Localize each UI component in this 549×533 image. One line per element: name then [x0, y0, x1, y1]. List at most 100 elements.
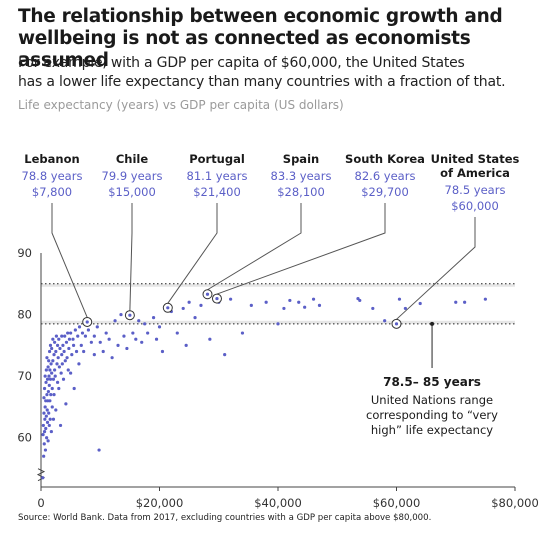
range-leader-dot [430, 321, 435, 326]
data-point [54, 408, 58, 412]
data-point [403, 306, 407, 311]
data-point [48, 417, 52, 421]
range-annotation: 78.5– 85 years United Nations range corr… [366, 321, 498, 437]
data-point [160, 349, 165, 354]
data-point [57, 337, 61, 341]
data-point [66, 368, 70, 372]
data-point [134, 337, 138, 341]
data-point [303, 305, 307, 309]
data-point [49, 429, 53, 434]
data-point [51, 377, 56, 381]
data-point [71, 337, 75, 341]
gdp-label: $21,400 [193, 185, 241, 199]
data-point [43, 448, 48, 452]
axis-title: Life expectancy (years) vs GDP per capit… [18, 98, 344, 112]
highlight-point [205, 292, 210, 296]
data-point [110, 356, 114, 360]
life-expectancy-label: 83.3 years [271, 169, 332, 183]
data-point [58, 346, 62, 351]
data-point [57, 386, 61, 391]
data-point [80, 331, 85, 335]
data-point [62, 349, 66, 354]
data-point [67, 346, 71, 351]
data-point [463, 300, 467, 304]
data-point [54, 349, 58, 354]
data-point [42, 429, 47, 434]
data-point [69, 331, 73, 335]
data-point [187, 300, 191, 304]
data-point [42, 454, 46, 458]
data-point [41, 423, 45, 428]
country-name: Chile [116, 152, 149, 166]
data-point [41, 433, 45, 437]
data-point [58, 423, 63, 428]
data-point [44, 426, 48, 431]
data-point [67, 337, 72, 341]
data-point [48, 377, 53, 381]
data-point [42, 396, 46, 400]
data-point [249, 303, 253, 307]
data-point [229, 297, 233, 301]
data-point [89, 340, 93, 344]
data-point [51, 337, 55, 341]
data-point [454, 300, 458, 304]
leader-line [167, 203, 218, 304]
y-tick-label: 90 [17, 246, 32, 260]
leader-line [207, 203, 302, 291]
range-line-3: high” life expectancy [371, 423, 493, 437]
data-point [46, 439, 50, 443]
y-tick-label: 80 [17, 308, 32, 322]
data-point [73, 328, 77, 332]
data-point [41, 476, 45, 480]
data-point [184, 343, 188, 347]
data-point [92, 353, 96, 357]
data-point [60, 334, 64, 338]
data-point [50, 371, 54, 375]
data-point [47, 383, 51, 387]
title-line-1: The relationship between economic growth… [18, 6, 503, 27]
data-point [317, 303, 322, 307]
data-point [86, 328, 90, 332]
leader-line [396, 217, 476, 320]
data-point [48, 399, 52, 403]
data-point [125, 346, 129, 351]
data-point [45, 377, 50, 381]
data-point [137, 319, 141, 323]
data-points [41, 289, 487, 480]
life-expectancy-label: 79.9 years [102, 169, 163, 183]
data-point [151, 316, 156, 320]
data-point [82, 349, 86, 354]
data-point [199, 303, 203, 307]
subtitle-line-2: has a lower life expectancy than many co… [18, 74, 506, 90]
chart-title: The relationship between economic growth… [18, 6, 538, 72]
data-point [358, 298, 362, 303]
x-tick-label: $60,000 [373, 496, 421, 510]
data-point [52, 393, 56, 397]
country-name: Lebanon [24, 152, 79, 166]
axes: 0 $20,000 $40,000 $60,000 $80,000 60 70 80 90 [17, 246, 538, 510]
gdp-label: $7,800 [32, 185, 72, 199]
data-point [46, 389, 51, 394]
data-point [55, 343, 60, 347]
range-line-2: corresponding to “very [366, 408, 498, 422]
data-point [45, 356, 49, 360]
data-point [175, 331, 179, 335]
data-point [288, 298, 292, 303]
gdp-label: $15,000 [108, 185, 156, 199]
gdp-label: $29,700 [361, 185, 409, 199]
highlight-point [85, 320, 89, 324]
y-tick-label: 70 [17, 369, 32, 383]
subtitle-line-1: For example, with a GDP per capita of $6… [18, 55, 465, 71]
data-point [119, 312, 123, 317]
data-point [71, 343, 76, 347]
data-point [95, 325, 99, 329]
data-point [60, 362, 64, 366]
band-inner [41, 286, 515, 321]
data-point [146, 331, 150, 335]
data-point [50, 386, 54, 391]
data-point [282, 306, 286, 311]
reference-band [41, 283, 515, 325]
data-point [47, 359, 51, 363]
data-point [92, 334, 96, 338]
data-point [140, 340, 144, 344]
